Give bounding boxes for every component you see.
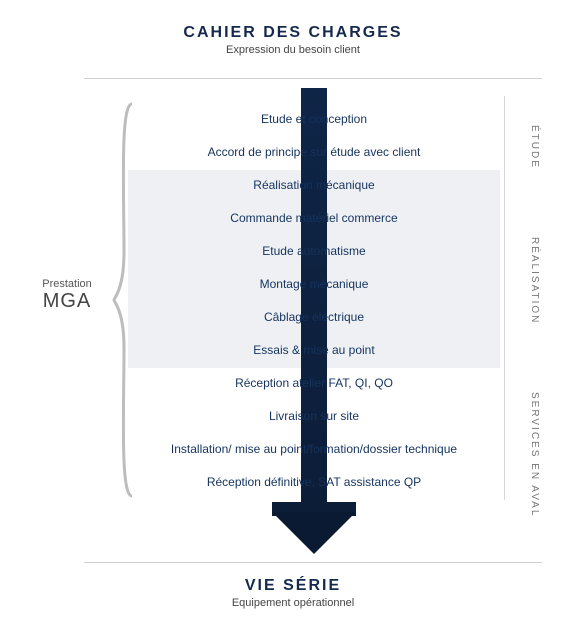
- divider-top: [84, 78, 542, 79]
- phase-divider: [504, 170, 505, 368]
- phase-divider: [504, 96, 505, 170]
- footer: VIE SÉRIE Equipement opérationnel: [0, 577, 586, 609]
- flow-step: Installation/ mise au point/formation/do…: [128, 440, 500, 458]
- left-label-big: MGA: [24, 290, 110, 313]
- flow-step: Réception définitive, SAT assistance QP: [128, 473, 500, 491]
- left-label: Prestation MGA: [24, 278, 110, 313]
- flow-step: Livraison sur site: [128, 407, 500, 425]
- phase-label: ÉTUDE: [522, 112, 540, 182]
- left-brace-icon: [112, 102, 134, 498]
- flow-step: Réception atelier FAT, QI, QO: [128, 374, 500, 392]
- phase-label: RÉALISATION: [522, 186, 540, 376]
- flow-area: Etude et conception Accord de principe su…: [128, 96, 500, 533]
- flow-step: Essais & mise au point: [128, 341, 500, 359]
- phase-label: SERVICES EN AVAL: [522, 380, 540, 530]
- left-label-small: Prestation: [24, 278, 110, 290]
- flow-step: Commande matériel commerce: [128, 209, 500, 227]
- footer-title: VIE SÉRIE: [0, 577, 586, 595]
- footer-subtitle: Equipement opérationnel: [0, 597, 586, 609]
- phase-divider: [504, 368, 505, 500]
- flow-step: Montage mécanique: [128, 275, 500, 293]
- divider-bottom: [84, 562, 542, 563]
- flow-step: Réalisation mécanique: [128, 176, 500, 194]
- header: CAHIER DES CHARGES Expression du besoin …: [0, 0, 586, 56]
- arrow-head-icon: [272, 512, 356, 554]
- flow-step: Câblage électrique: [128, 308, 500, 326]
- diagram-container: CAHIER DES CHARGES Expression du besoin …: [0, 0, 586, 627]
- flow-step: Accord de principe sur étude avec client: [128, 143, 500, 161]
- flow-step: Etude automatisme: [128, 242, 500, 260]
- header-subtitle: Expression du besoin client: [0, 44, 586, 56]
- header-title: CAHIER DES CHARGES: [0, 24, 586, 42]
- flow-step: Etude et conception: [128, 110, 500, 128]
